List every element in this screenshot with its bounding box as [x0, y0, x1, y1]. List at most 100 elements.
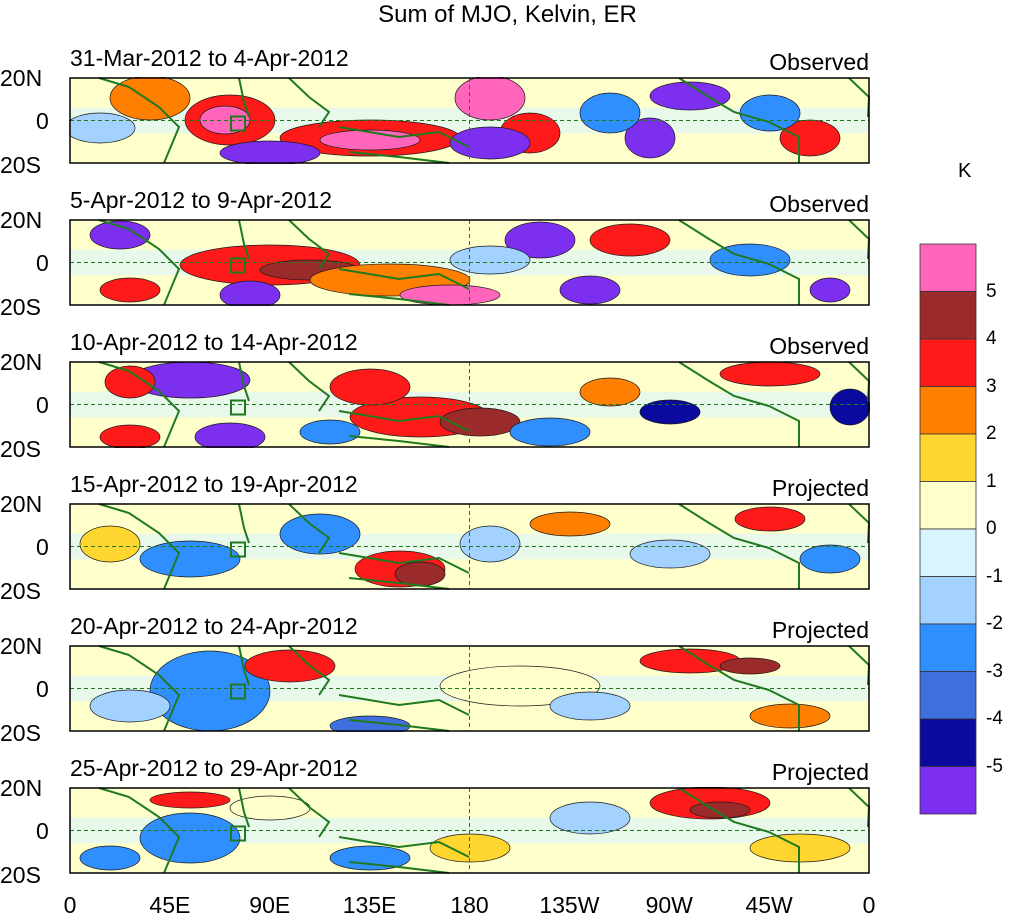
colorbar-level-label: 4	[986, 328, 997, 349]
colorbar-level-label: -1	[986, 565, 1003, 587]
longitude-label: 135W	[539, 892, 600, 918]
anomaly-contour	[439, 407, 521, 437]
anomaly-contour	[454, 77, 526, 121]
anomaly-contour	[709, 243, 791, 277]
anomaly-contour	[639, 399, 701, 425]
colorbar-swatch	[919, 386, 977, 435]
latitude-label: 0	[36, 249, 49, 276]
anomaly-contour	[329, 368, 411, 406]
coastline	[348, 719, 450, 732]
panel-date-range: 25-Apr-2012 to 29-Apr-2012	[70, 755, 358, 781]
coastline	[288, 219, 331, 270]
anomaly-contour	[649, 81, 731, 111]
anomaly-contour	[509, 417, 591, 447]
colorbar-swatch	[919, 766, 977, 815]
coastline	[238, 77, 250, 118]
anomaly-map	[69, 219, 870, 306]
anomaly-contour	[589, 223, 671, 257]
panel-status: Projected	[771, 617, 869, 643]
panel-status: Observed	[769, 333, 869, 359]
anomaly-contour	[799, 544, 861, 574]
latitude-label: 20S	[0, 152, 41, 178]
anomaly-contour	[779, 119, 841, 157]
coastline	[348, 293, 450, 306]
anomaly-contour	[504, 221, 576, 259]
anomaly-contour	[99, 277, 161, 303]
colorbar-swatch	[919, 481, 977, 530]
coastline	[678, 361, 800, 447]
latitude-label: 20S	[0, 862, 41, 888]
figure-title: Sum of MJO, Kelvin, ER	[378, 1, 637, 28]
colorbar-swatch	[919, 433, 977, 482]
panel-date-range: 15-Apr-2012 to 19-Apr-2012	[70, 471, 358, 497]
colorbar-level-label: -5	[986, 755, 1003, 777]
coastline	[288, 503, 331, 554]
anomaly-contour	[829, 388, 870, 426]
coastline	[338, 126, 470, 148]
anomaly-contour	[629, 539, 711, 569]
coastline	[98, 77, 181, 164]
latitude-label: 0	[36, 391, 49, 418]
coastline	[338, 552, 470, 574]
coastline	[348, 577, 450, 590]
coastline	[288, 361, 331, 412]
coastline	[678, 503, 800, 589]
coastline	[348, 151, 450, 164]
anomaly-contour	[399, 284, 501, 306]
latitude-label: 0	[36, 675, 49, 702]
latitude-label: 0	[36, 107, 49, 134]
panel-date-range: 5-Apr-2012 to 9-Apr-2012	[70, 187, 333, 213]
panel-status: Projected	[771, 759, 869, 785]
coastline	[348, 861, 450, 874]
longitude-label: 45W	[745, 892, 793, 918]
coastline	[348, 435, 450, 448]
coastline	[678, 77, 800, 163]
panel-status: Observed	[769, 191, 869, 217]
anomaly-contour	[549, 801, 631, 835]
coastline	[338, 694, 470, 716]
longitude-label: 90E	[249, 892, 291, 918]
anomaly-contour	[394, 561, 446, 587]
latitude-label: 20N	[0, 775, 43, 801]
anomaly-contour	[549, 691, 631, 721]
latitude-label: 20N	[0, 207, 43, 233]
longitude-label: 90W	[645, 892, 693, 918]
anomaly-contour	[194, 422, 266, 448]
latitude-label: 20N	[0, 349, 43, 375]
anomaly-contour	[749, 703, 831, 729]
coastline	[288, 645, 331, 696]
anomaly-map	[69, 503, 870, 590]
anomaly-contour	[559, 275, 621, 305]
anomaly-contour	[244, 649, 336, 683]
colorbar-swatch	[919, 671, 977, 720]
anomaly-contour	[579, 92, 641, 134]
latitude-label: 0	[36, 817, 49, 844]
colorbar-swatch	[919, 338, 977, 387]
colorbar-level-label: -2	[986, 613, 1003, 634]
coastline	[288, 77, 331, 128]
anomaly-contour	[89, 220, 151, 250]
coastline	[238, 503, 250, 544]
anomaly-contour	[219, 140, 321, 164]
anomaly-contour	[99, 424, 161, 448]
anomaly-map	[69, 645, 870, 732]
latitude-label: 20S	[0, 436, 41, 462]
coastline	[98, 645, 181, 732]
latitude-label: 20S	[0, 294, 41, 320]
longitude-label: 180	[450, 892, 489, 918]
anomaly-contour	[79, 845, 141, 871]
anomaly-contour	[139, 540, 241, 578]
longitude-label: 135E	[342, 892, 397, 918]
anomaly-contour	[809, 277, 851, 303]
anomaly-contour	[449, 245, 531, 275]
anomaly-contour	[109, 77, 191, 121]
colorbar-swatch	[919, 576, 977, 625]
colorbar-level-label: 5	[986, 280, 997, 302]
coastline	[338, 836, 470, 858]
longitude-label: 0	[63, 892, 77, 918]
anomaly-contour	[439, 665, 601, 707]
anomaly-contour	[279, 513, 361, 555]
colorbar-swatch	[919, 291, 977, 340]
coastline	[238, 219, 250, 260]
colorbar-level-label: 0	[986, 518, 997, 539]
